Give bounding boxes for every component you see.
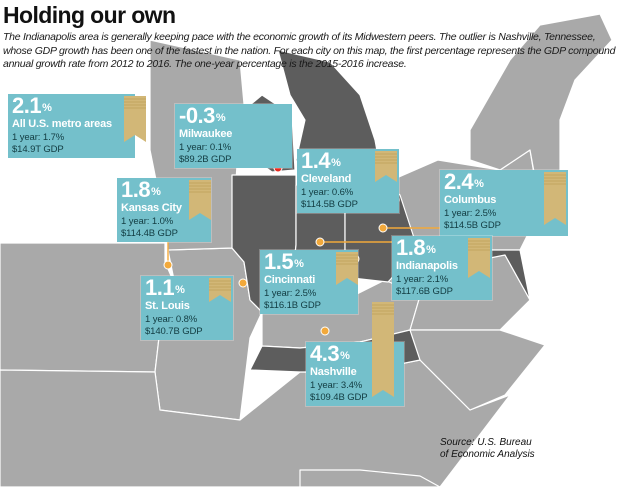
city-name: Cleveland (301, 173, 352, 185)
intro-text: The Indianapolis area is generally keepi… (3, 31, 616, 70)
gdp-value: $109.4B GDP (310, 392, 368, 403)
city-name: Cincinnati (264, 274, 316, 286)
city-name: Indianapolis (396, 260, 458, 272)
gdp-value: $140.7B GDP (145, 326, 203, 337)
gdp-value: $114.5B GDP (444, 220, 501, 231)
card-cincinnati: 1.5% Cincinnati 1 year: 2.5% $116.1B GDP (260, 249, 358, 314)
one-year-growth: 1 year: 0.8% (145, 314, 198, 325)
city-name: Columbus (444, 194, 497, 206)
card-nashville: 4.3% Nashville 1 year: 3.4% $109.4B GDP (306, 302, 404, 406)
city-name: St. Louis (145, 300, 190, 312)
percent-sign: % (294, 258, 304, 270)
growth-bar (544, 172, 566, 225)
growth-bar (372, 302, 394, 397)
one-year-growth: 1 year: 2.5% (264, 288, 317, 299)
growth-bar (375, 151, 397, 182)
growth-bar (336, 252, 358, 285)
growth-value: 1.8 (396, 235, 426, 260)
growth-percent: 1.4% (301, 148, 341, 174)
one-year-growth: 1 year: 2.1% (396, 274, 449, 285)
gdp-value: $114.4B GDP (121, 228, 178, 239)
source-line-2: of Economic Analysis (440, 449, 535, 460)
card-kansas: 1.8% Kansas City 1 year: 1.0% $114.4B GDP (117, 177, 211, 242)
percent-sign: % (215, 112, 226, 124)
growth-value: 1.4 (301, 148, 331, 173)
one-year-growth: 1 year: 1.7% (12, 132, 65, 143)
page-title: Holding our own (3, 2, 176, 28)
card-milwaukee: -0.3% Milwaukee 1 year: 0.1% $89.2B GDP (175, 103, 292, 168)
growth-value: 2.4 (444, 169, 474, 194)
growth-value: 1.5 (264, 249, 294, 274)
gdp-value: $89.2B GDP (179, 154, 232, 165)
card-columbus: 2.4% Columbus 1 year: 2.5% $114.5B GDP (440, 169, 568, 236)
card-stlouis: 1.1% St. Louis 1 year: 0.8% $140.7B GDP (141, 275, 233, 340)
gdp-value: $114.5B GDP (301, 199, 358, 210)
card-us: 2.1% All U.S. metro areas 1 year: 1.7% $14.… (8, 93, 146, 158)
percent-sign: % (474, 178, 484, 190)
city-name: Kansas City (121, 202, 182, 214)
source-line-1: Source: U.S. Bureau (440, 437, 532, 448)
growth-percent: 4.3% (310, 341, 350, 367)
growth-percent: 1.1% (145, 275, 185, 301)
growth-value: 1.8 (121, 177, 151, 202)
growth-value: 1.1 (145, 275, 175, 300)
marker-stlouis (238, 278, 248, 288)
marker-columbus (378, 223, 388, 233)
percent-sign: % (42, 102, 52, 114)
marker-indianapolis (315, 237, 325, 247)
growth-percent: 1.8% (121, 177, 161, 203)
growth-value: -0.3 (179, 103, 215, 128)
growth-percent: 2.4% (444, 169, 484, 195)
florida-panhandle (299, 469, 441, 488)
growth-percent: 2.1% (12, 93, 52, 119)
growth-value: 4.3 (310, 341, 340, 366)
growth-bar (124, 96, 146, 142)
one-year-growth: 1 year: 0.6% (301, 187, 354, 198)
source-note: Source: U.S. Bureau of Economic Analysis (440, 437, 560, 461)
gdp-value: $14.9T GDP (12, 144, 64, 155)
growth-percent: 1.8% (396, 235, 436, 261)
city-name: All U.S. metro areas (12, 118, 112, 130)
growth-bar (209, 278, 231, 302)
percent-sign: % (175, 284, 185, 296)
gdp-value: $116.1B GDP (264, 300, 321, 311)
percent-sign: % (331, 157, 341, 169)
percent-sign: % (340, 350, 350, 362)
city-name: Milwaukee (179, 128, 233, 140)
one-year-growth: 1 year: 2.5% (444, 208, 497, 219)
growth-percent: -0.3% (179, 103, 226, 129)
one-year-growth: 1 year: 1.0% (121, 216, 174, 227)
gdp-value: $117.6B GDP (396, 286, 453, 297)
city-name: Nashville (310, 366, 357, 378)
card-cleveland: 1.4% Cleveland 1 year: 0.6% $114.5B GDP (297, 148, 399, 213)
growth-value: 2.1 (12, 93, 42, 118)
one-year-growth: 1 year: 0.1% (179, 142, 232, 153)
card-indianapolis: 1.8% Indianapolis 1 year: 2.1% $117.6B GDP (392, 235, 492, 300)
growth-bar (189, 180, 211, 220)
marker-kansas (163, 260, 173, 270)
growth-bar (468, 238, 490, 278)
growth-percent: 1.5% (264, 249, 304, 275)
one-year-growth: 1 year: 3.4% (310, 380, 363, 391)
marker-nashville (320, 326, 330, 336)
percent-sign: % (426, 244, 436, 256)
percent-sign: % (151, 186, 161, 198)
